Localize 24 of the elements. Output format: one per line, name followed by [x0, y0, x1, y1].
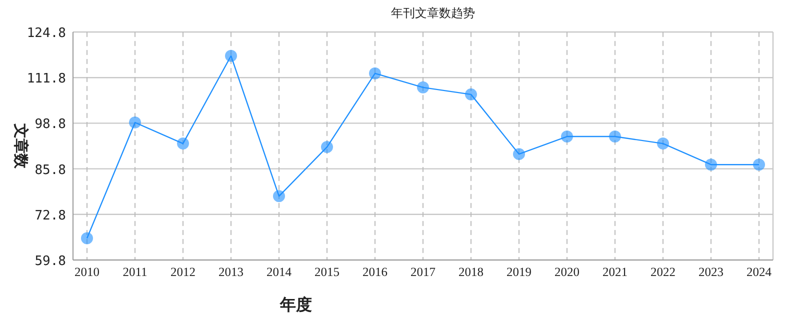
- ytick: 124.8: [26, 26, 66, 41]
- ylabel: 文章数: [12, 124, 30, 168]
- ytick: 111.8: [26, 72, 66, 87]
- xtick: 2024: [746, 265, 772, 279]
- xtick: 2019: [506, 265, 532, 279]
- ytick: 85.8: [34, 162, 66, 178]
- xtick: 2016: [362, 265, 388, 279]
- xtick: 2014: [266, 265, 292, 279]
- xtick: 2011: [122, 265, 148, 279]
- xtick: 2017: [410, 265, 436, 279]
- ytick: 98.8: [34, 117, 66, 132]
- xtick: 2021: [602, 265, 628, 279]
- title: 年刊文章数趋势: [391, 6, 475, 20]
- ytick: 59.8: [34, 254, 66, 269]
- xtick: 2022: [650, 265, 676, 279]
- ytick: 72.8: [34, 208, 66, 224]
- xtick: 2015: [314, 265, 340, 279]
- xtick: 2012: [170, 265, 196, 279]
- xtick: 2010: [74, 265, 100, 279]
- xtick: 2023: [698, 265, 724, 279]
- xtick: 2018: [458, 265, 484, 279]
- xlabel: 年度: [280, 295, 312, 314]
- xtick: 2020: [554, 265, 580, 279]
- xtick: 2013: [218, 265, 244, 279]
